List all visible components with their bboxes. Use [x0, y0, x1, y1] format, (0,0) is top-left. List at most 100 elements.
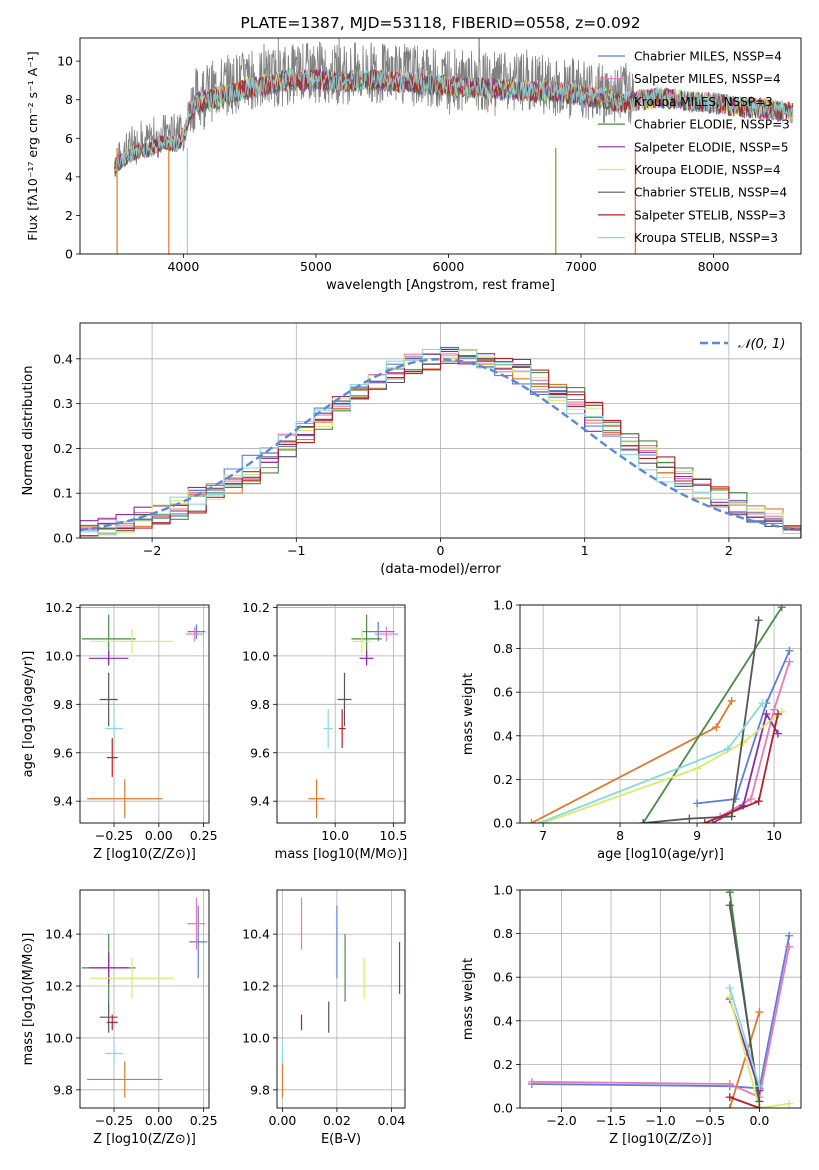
weight-marker: [700, 819, 709, 823]
y-axis-label: mass [log10(M/M⊙)]: [21, 933, 36, 1066]
weight-marker: [754, 797, 763, 806]
weight-line-chabrier-miles: [696, 650, 791, 805]
x-axis-label: Z [log10(Z/Z⊙)]: [609, 1132, 712, 1147]
y-tick-label: 0.4: [493, 1013, 513, 1028]
errorbar-kroupa-elodie: [90, 629, 174, 654]
plot-area: [80, 890, 209, 1108]
weight-line-salpeter-miles: [531, 946, 790, 1099]
weight-marker: [755, 1082, 764, 1091]
errorbar-salpeter-stelib: [338, 709, 346, 748]
legend: 𝒩(0, 1): [700, 337, 785, 352]
y-tick-label: 0.2: [493, 1057, 513, 1072]
histograms: [80, 346, 801, 538]
x-tick-label: 0.0: [749, 1113, 769, 1128]
x-tick-label: 1: [581, 543, 589, 558]
plot-area: [277, 890, 405, 1108]
y-tick-label: 0.0: [53, 531, 73, 546]
y-tick-label: 9.6: [250, 745, 270, 760]
histogram-kroupa-stelib: [80, 348, 801, 538]
x-tick-label: −0.5: [695, 1113, 725, 1128]
x-tick-label: 9: [693, 828, 701, 843]
weight-marker: [725, 1080, 734, 1089]
axes-weight_vs_age: 7 8 9 10 0.0 0.2 0.4 0.6 0.8 1.0 age [log10(age/yr…: [461, 598, 802, 862]
legend-label: Salpeter MILES, NSSP=4: [634, 72, 781, 86]
errorbar-chabrier-miles: [187, 624, 206, 639]
y-axis-label: Flux [fλ10⁻¹⁷ erg cm⁻² s⁻¹ A⁻¹]: [25, 51, 40, 240]
y-tick-label: 10.0: [45, 1030, 73, 1045]
x-tick-label: 0.00: [269, 1113, 297, 1128]
x-tick-label: 4000: [167, 259, 199, 274]
y-axis-label: age [log10(age/yr)]: [21, 651, 36, 778]
weight-marker: [539, 819, 548, 823]
x-tick-label: 10.0: [321, 828, 349, 843]
x-tick-label: 6000: [433, 259, 465, 274]
y-tick-label: 10.0: [242, 648, 270, 663]
x-tick-label: 8000: [698, 259, 730, 274]
x-tick-label: −2.0: [546, 1113, 576, 1128]
axes-age_vs_mass: 10.0 10.5 9.4 9.6 9.8 10.0 10.2 mass [log10(M/M…: [242, 600, 407, 862]
weight-marker: [693, 799, 702, 808]
weight-marker: [755, 1008, 764, 1017]
errorbars: [308, 614, 399, 819]
x-tick-label: −2: [143, 543, 161, 558]
axes-mass_vs_ebv: 0.00 0.02 0.04 9.8 10.0 10.2 10.4 E(B-V): [242, 889, 406, 1147]
y-tick-label: 10.2: [242, 600, 270, 615]
x-tick-label: −0.25: [95, 1113, 133, 1128]
weight-marker: [785, 931, 794, 940]
errorbar-kroupa-miles: [87, 1061, 163, 1098]
weight-lines: [527, 605, 794, 823]
legend-label: 𝒩(0, 1): [738, 337, 785, 352]
axes-spectrum: 4000 5000 6000 7000 8000 0 2 4 6 8 10 PLATE=1387, M…: [25, 14, 802, 293]
x-tick-label: 0.25: [190, 828, 218, 843]
weight-marker: [527, 819, 536, 823]
x-tick-label: −1.5: [596, 1113, 626, 1128]
weight-marker: [535, 819, 544, 823]
x-tick-label: 7: [539, 828, 547, 843]
weight-marker: [785, 942, 794, 951]
legend-label: Chabrier STELIB, NSSP=4: [634, 186, 787, 200]
axes-mass_vs_Z: −0.25 0.00 0.25 9.8 10.0 10.2 10.4 Z [log10(Z/Z…: [21, 889, 218, 1147]
weight-marker: [693, 764, 702, 773]
weight-marker: [746, 795, 755, 804]
weight-line-kroupa-miles: [728, 1011, 761, 1108]
y-tick-label: 10.0: [242, 1030, 270, 1045]
y-tick-label: 9.8: [53, 1082, 73, 1097]
plot-area: [277, 605, 405, 823]
x-axis-label: (data-model)/error: [380, 562, 501, 577]
y-tick-label: 0.8: [493, 641, 513, 656]
y-axis-label: Normed distribution: [21, 366, 36, 496]
y-tick-label: 0.0: [493, 816, 513, 831]
errorbars: [281, 897, 401, 1098]
errorbar-kroupa-elodie: [352, 629, 372, 654]
y-tick-label: 2: [65, 208, 73, 223]
y-tick-label: 8: [65, 92, 73, 107]
x-tick-label: −1: [287, 543, 305, 558]
weight-marker: [727, 696, 736, 705]
weight-marker: [725, 984, 734, 993]
x-tick-label: −0.25: [95, 828, 133, 843]
x-axis-label: wavelength [Angstrom, rest frame]: [326, 278, 555, 293]
x-tick-label: 2: [725, 543, 733, 558]
y-tick-label: 9.4: [53, 794, 73, 809]
errorbars: [81, 897, 208, 1098]
errorbar-kroupa-miles: [308, 779, 325, 819]
x-tick-label: 0: [437, 543, 445, 558]
weight-marker: [725, 901, 734, 910]
y-tick-label: 0.6: [493, 685, 513, 700]
x-tick-label: 0.00: [145, 1113, 173, 1128]
weight-line-chabrier-miles: [531, 935, 790, 1090]
legend-label: Kroupa ELODIE, NSSP=4: [634, 163, 781, 177]
errorbar-salpeter-stelib: [106, 1014, 118, 1031]
y-tick-label: 0.4: [493, 728, 513, 743]
errorbar-chabrier-stelib: [99, 1001, 118, 1033]
errorbar-salpeter-elodie: [359, 651, 374, 666]
weight-lines: [527, 890, 794, 1108]
y-axis-label: mass weight: [461, 958, 476, 1040]
legend-label: Kroupa STELIB, NSSP=3: [634, 231, 778, 245]
histogram-salpeter-stelib: [80, 348, 801, 538]
weight-marker: [785, 657, 794, 666]
weight-line-salpeter-stelib: [729, 1096, 760, 1108]
errorbar-kroupa-elodie: [90, 957, 174, 999]
axes-weight_vs_Z: −2.0 −1.5 −1.0 −0.5 0.0 0.0 0.2 0.4 0.6 0.8 1.0 Z […: [461, 883, 802, 1147]
axes-frame: [519, 604, 802, 824]
